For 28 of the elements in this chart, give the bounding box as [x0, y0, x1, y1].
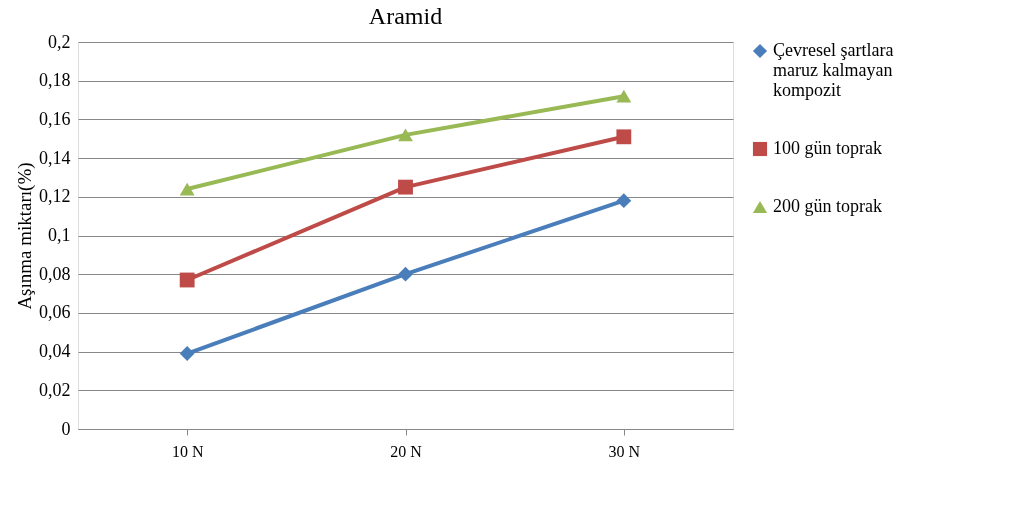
- x-tick-label: 20 N: [390, 442, 423, 460]
- point: [398, 266, 413, 282]
- y-tick-label: 0,12: [39, 186, 71, 207]
- point: [616, 193, 632, 209]
- y-tick-label: 0,02: [39, 379, 71, 400]
- legend-label: Çevresel şartlara maruz kalmayan kompozit: [773, 40, 894, 100]
- y-tick-label: 0,06: [39, 302, 71, 323]
- point: [616, 89, 632, 103]
- y-axis-title: Aşınma miktarı(%): [14, 162, 36, 310]
- point: [398, 179, 413, 195]
- y-tick-label: 0,08: [39, 263, 71, 284]
- y-tick-label: 0,16: [39, 108, 71, 129]
- x-tick-label: 30 N: [608, 442, 641, 460]
- y-tick-label: 0,04: [39, 341, 71, 362]
- y-tick-label: 0,14: [39, 147, 71, 168]
- y-tick-label: 0,1: [48, 225, 71, 245]
- point: [616, 129, 632, 145]
- x-tick-label: 10 N: [171, 442, 204, 460]
- point: [179, 346, 195, 361]
- y-tick-label: 0,2: [48, 31, 71, 52]
- point: [398, 128, 413, 142]
- point: [179, 182, 195, 196]
- chart-title: Aramid: [368, 3, 443, 29]
- legend-label: 200 gün toprak: [773, 196, 882, 216]
- y-tick-label: 0,18: [39, 70, 71, 91]
- point: [179, 272, 195, 288]
- legend-label: 100 gün toprak: [773, 138, 882, 158]
- y-tick-label: 0: [61, 418, 71, 439]
